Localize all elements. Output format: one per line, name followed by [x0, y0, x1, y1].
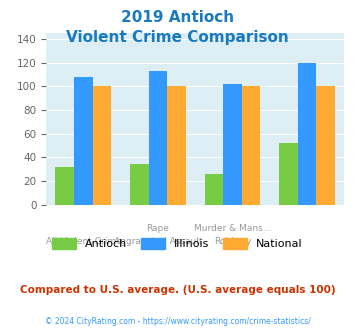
Bar: [316, 86, 335, 205]
Bar: [298, 63, 316, 205]
Bar: [55, 167, 74, 205]
Bar: [279, 143, 298, 205]
Legend: Antioch, Illinois, National: Antioch, Illinois, National: [48, 234, 307, 253]
Bar: [167, 86, 186, 205]
Text: 2019 Antioch: 2019 Antioch: [121, 10, 234, 25]
Text: Murder & Mans...: Murder & Mans...: [194, 224, 271, 233]
Bar: [223, 84, 242, 205]
Bar: [74, 77, 93, 205]
Bar: [149, 71, 167, 205]
Text: Violent Crime Comparison: Violent Crime Comparison: [66, 30, 289, 45]
Text: © 2024 CityRating.com - https://www.cityrating.com/crime-statistics/: © 2024 CityRating.com - https://www.city…: [45, 317, 310, 326]
Bar: [93, 86, 111, 205]
Text: All Violent Crime: All Violent Crime: [45, 237, 121, 246]
Text: Aggravated Assault: Aggravated Assault: [114, 237, 202, 246]
Bar: [204, 174, 223, 205]
Text: Robbery: Robbery: [214, 237, 251, 246]
Bar: [130, 164, 149, 205]
Text: Compared to U.S. average. (U.S. average equals 100): Compared to U.S. average. (U.S. average …: [20, 285, 335, 295]
Text: Rape: Rape: [147, 224, 169, 233]
Bar: [242, 86, 261, 205]
